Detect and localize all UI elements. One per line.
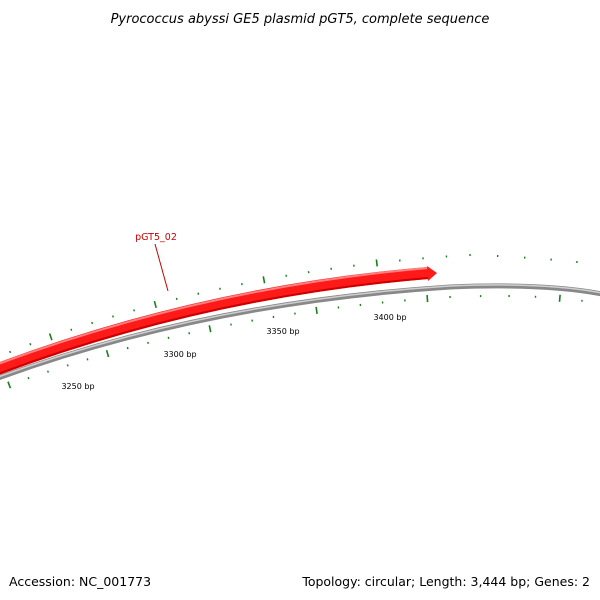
outer-minor-tick <box>29 343 32 346</box>
gene-feature-pGT5-02[interactable] <box>0 267 429 375</box>
ruler-major-tick <box>315 306 318 315</box>
ruler-minor-tick <box>86 358 89 361</box>
ruler-label-3350: 3350 bp <box>266 327 299 336</box>
ruler-ticks <box>7 294 583 389</box>
gene-feature-shadow <box>0 277 429 375</box>
gene-label-leader <box>154 243 169 292</box>
ruler-major-tick <box>105 349 110 358</box>
outer-minor-tick <box>70 328 73 331</box>
ruler-minor-tick <box>47 370 49 373</box>
ruler-minor-tick <box>27 376 30 380</box>
ruler-minor-tick <box>126 346 129 350</box>
ruler-label-3250: 3250 bp <box>61 382 94 391</box>
outer-major-tick <box>48 333 53 341</box>
outer-major-tick <box>375 259 378 267</box>
outer-minor-tick <box>112 315 114 318</box>
ruler-major-tick <box>7 381 12 389</box>
ruler-label-3400: 3400 bp <box>373 313 406 322</box>
ruler-minor-tick <box>66 364 69 367</box>
gene-arrowhead <box>427 266 437 281</box>
ruler-label-3300: 3300 bp <box>163 350 196 359</box>
ruler-major-tick <box>426 295 429 303</box>
gene-feature-highlight <box>0 267 429 365</box>
ruler-major-tick <box>558 294 561 302</box>
accession-text: Accession: NC_001773 <box>9 574 151 589</box>
gene-label-pGT5-02[interactable]: pGT5_02 <box>135 232 177 243</box>
outer-minor-tick <box>133 309 135 312</box>
outer-minor-tick <box>9 350 12 354</box>
outer-major-tick <box>262 276 266 284</box>
ruler-minor-tick <box>147 341 149 344</box>
ruler-major-tick <box>208 325 212 333</box>
backbone-ring <box>0 283 600 381</box>
backbone-ring-highlight <box>0 284 600 378</box>
outer-minor-tick <box>197 292 200 295</box>
outer-major-tick <box>153 300 157 309</box>
gc-skew-ticks <box>9 253 578 354</box>
map-title: Pyrococcus abyssi GE5 plasmid pGT5, comp… <box>111 12 490 27</box>
summary-text: Topology: circular; Length: 3,444 bp; Ge… <box>301 574 590 589</box>
outer-minor-tick <box>91 321 94 325</box>
